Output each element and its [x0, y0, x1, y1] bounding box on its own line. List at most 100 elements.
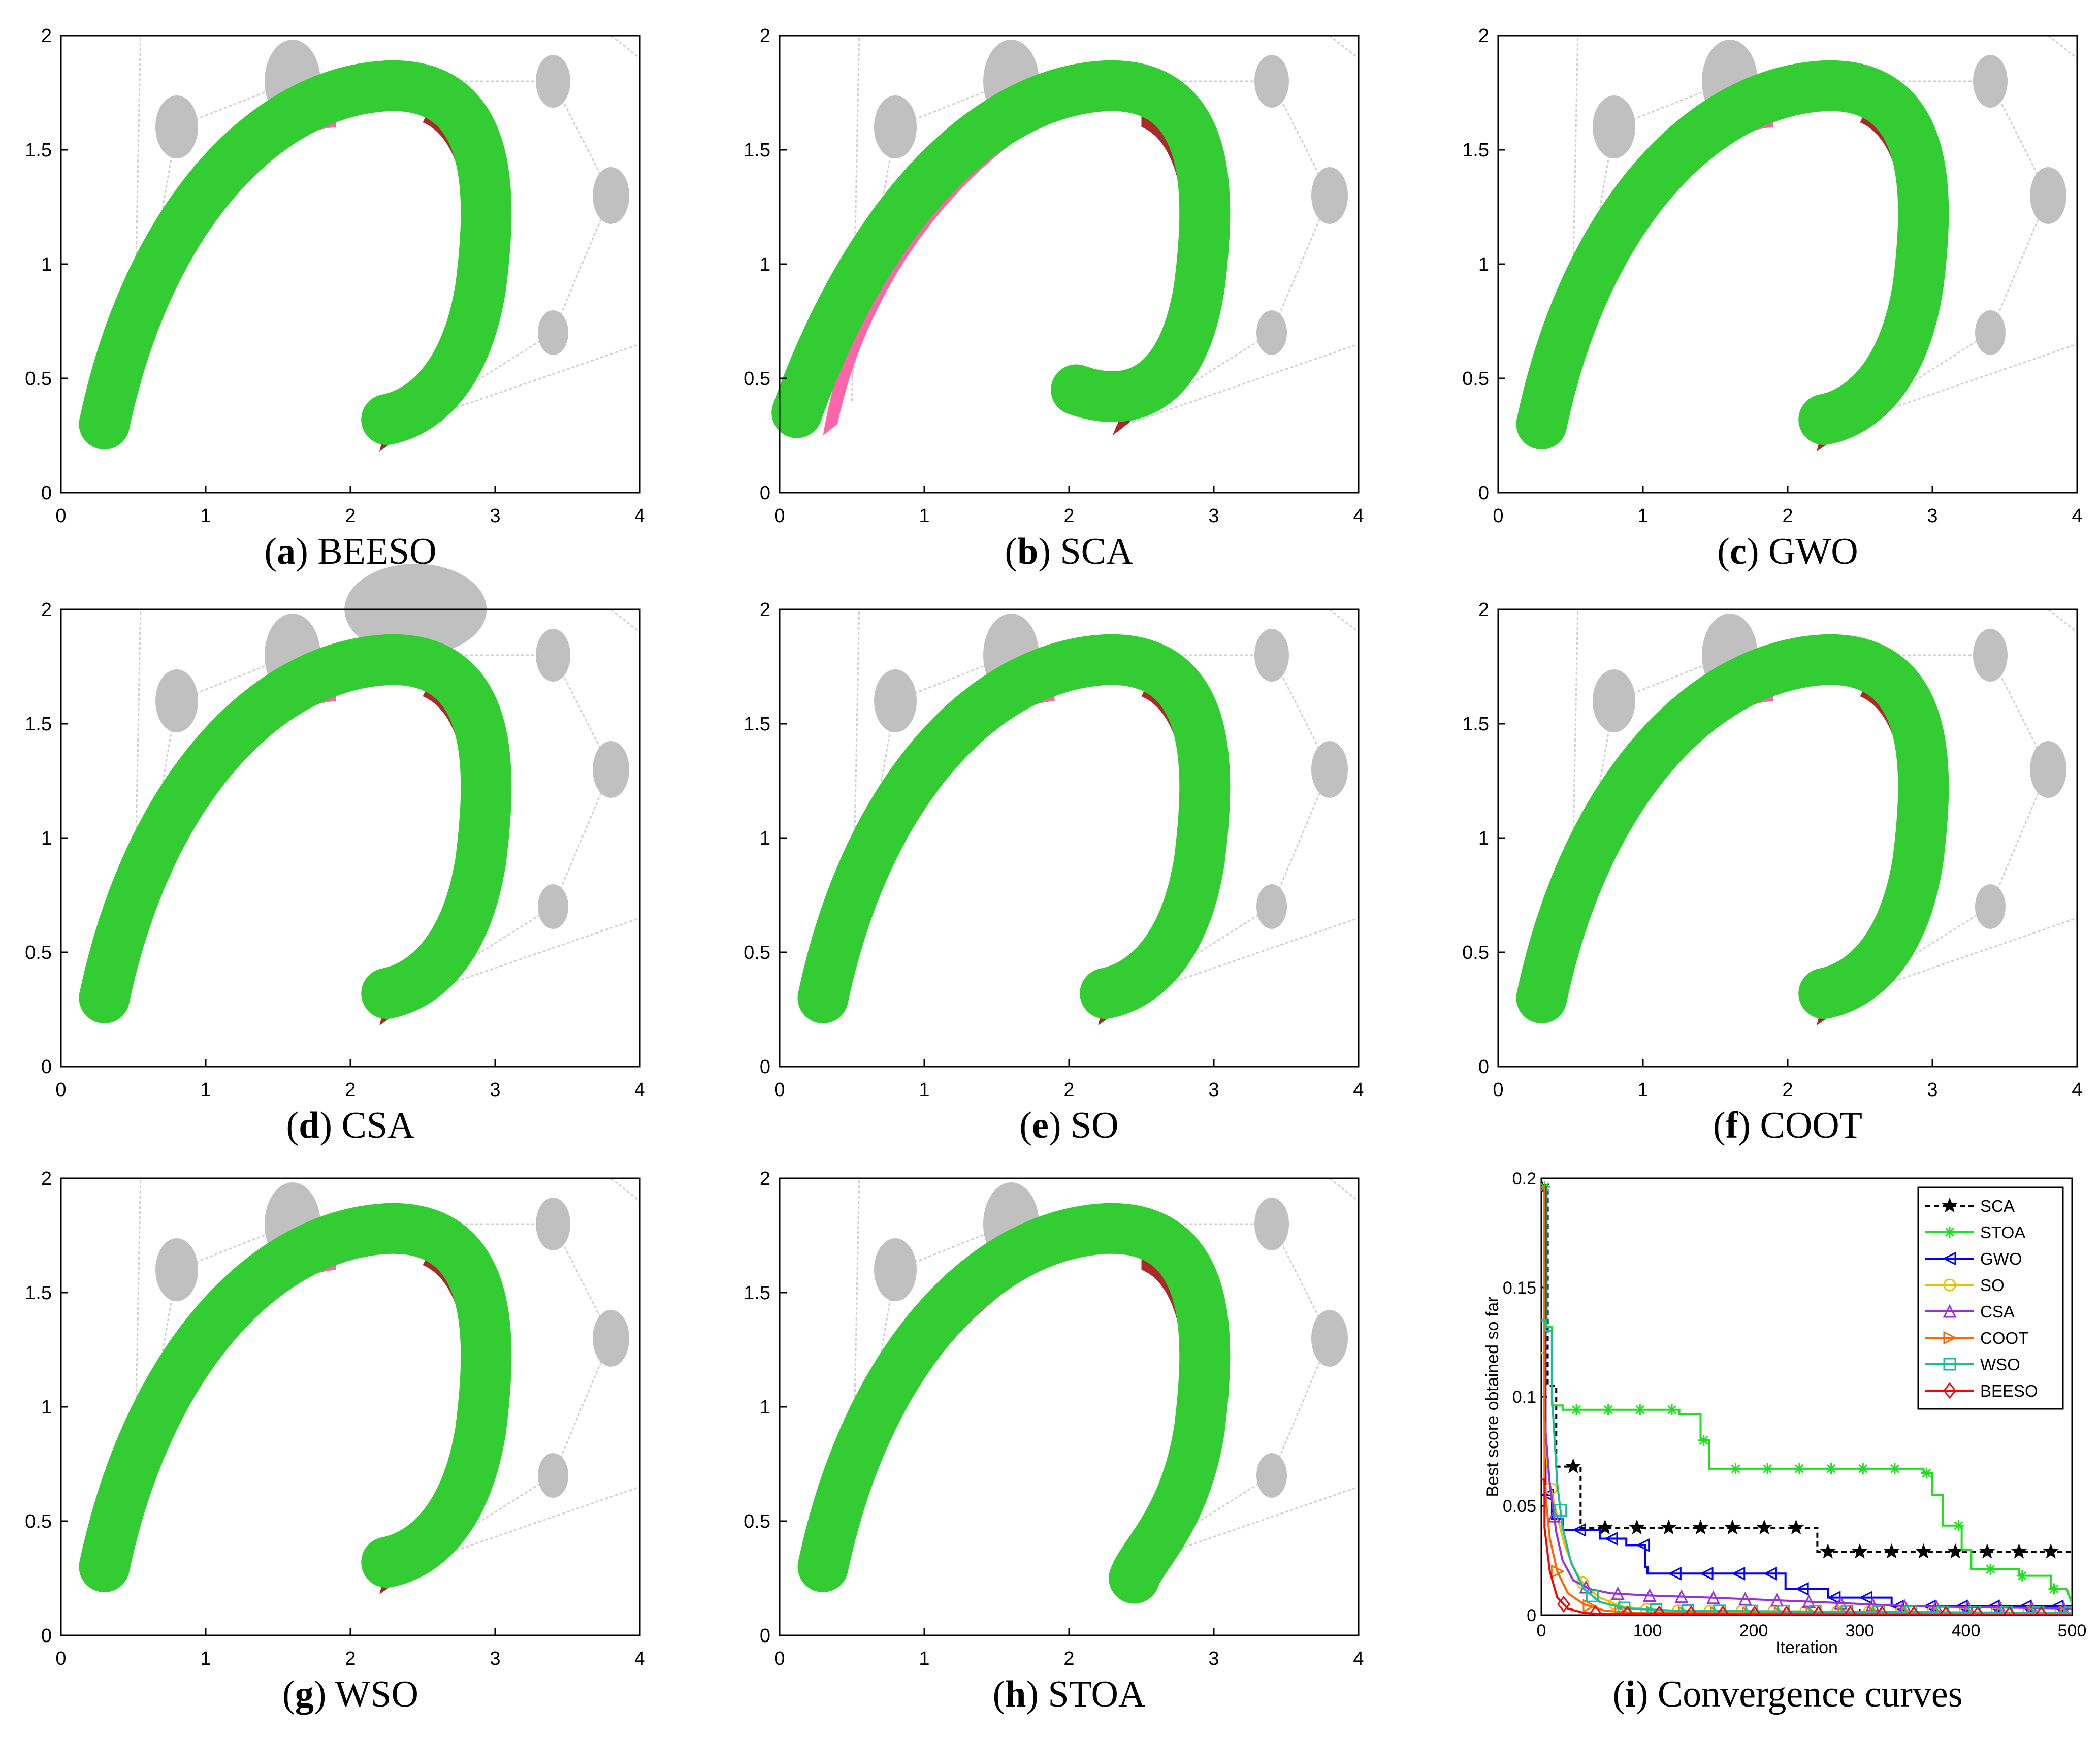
series-marker-coot: [1582, 1599, 1597, 1613]
y-tick-label: 0.5: [25, 942, 52, 963]
x-tick-label: 2: [1063, 1648, 1074, 1669]
link-line: [610, 35, 640, 59]
series-marker-stoa: [1698, 1435, 1709, 1446]
x-tick-label: 2: [345, 1079, 356, 1101]
obstacle: [1311, 1310, 1348, 1367]
series-marker-csa: [1738, 1591, 1752, 1605]
y-tick-label: 1: [41, 254, 52, 275]
caption-label: WSO: [335, 1673, 418, 1715]
series-marker-gwo: [2018, 1599, 2032, 1614]
obstacle: [593, 1310, 629, 1367]
x-tick-label: 2: [1063, 505, 1074, 527]
series-marker-stoa: [1666, 1404, 1678, 1415]
caption-i: (i) Convergence curves: [1612, 1673, 1962, 1715]
x-tick-label: 0: [1493, 1079, 1503, 1101]
series-marker-wso: [1936, 1605, 1949, 1615]
obstacle: [536, 629, 570, 682]
series-marker-beeso: [1971, 1606, 1984, 1615]
series-stoa: [1541, 1181, 2072, 1605]
y-tick-label: 2: [41, 25, 52, 47]
series-marker-gwo: [1667, 1566, 1682, 1581]
series-marker-beeso: [1589, 1605, 1602, 1615]
caption-paren-open: (: [993, 1673, 1006, 1715]
y-tick-label: 2: [41, 1168, 52, 1189]
series-marker-beeso: [1875, 1606, 1889, 1615]
series-marker-stoa: [1825, 1463, 1837, 1474]
y-tick-label: 1.5: [744, 140, 770, 161]
y-tick-label: 1: [41, 1397, 52, 1418]
obstacle: [1975, 310, 2006, 355]
link-line: [610, 1177, 640, 1202]
y-tick-label: 2: [760, 1168, 770, 1189]
legend-label: SO: [1980, 1276, 2005, 1295]
x-tick-label: 1: [1637, 1079, 1648, 1101]
series-marker-sca: [1756, 1519, 1772, 1535]
caption-letter: f: [1726, 1105, 1739, 1146]
link-line: [552, 1338, 612, 1476]
x-tick-label: 0: [1493, 505, 1503, 527]
y-tick-label: 1.5: [744, 714, 770, 735]
series-marker-sca: [1820, 1543, 1836, 1559]
y-tick-label: 1.5: [1462, 714, 1489, 735]
shape-panel-h: 0 1 2 3 4 0 0.5 1 1.5 2: [744, 1168, 1364, 1669]
caption-label: BEESO: [317, 531, 436, 572]
caption-label: COOT: [1760, 1105, 1862, 1146]
legend-marker: [1943, 1358, 1956, 1371]
y-tick-label: 0: [41, 1056, 52, 1078]
series-line-beeso: [1541, 1478, 2072, 1615]
conv-y-tick-label: 0.2: [1512, 1169, 1536, 1188]
series-marker-stoa: [1730, 1463, 1741, 1474]
link-line: [552, 769, 612, 907]
x-tick-label: 1: [200, 1079, 211, 1101]
series-line-sca: [1541, 1186, 2072, 1553]
legend-label: WSO: [1980, 1355, 2020, 1374]
caption-letter: d: [299, 1105, 319, 1146]
series-marker-beeso: [1621, 1605, 1634, 1615]
caption-paren-close: ): [1026, 1673, 1048, 1715]
link-line: [610, 608, 640, 633]
caption-paren-open: (: [264, 531, 277, 572]
fitted-shape: [797, 634, 1231, 1023]
obstacle: [1256, 310, 1287, 355]
series-marker-wso: [1554, 1504, 1567, 1517]
caption-letter: c: [1730, 531, 1747, 572]
series-marker-stoa: [1570, 1404, 1582, 1415]
caption-paren-open: (: [1713, 1105, 1726, 1146]
x-tick-label: 3: [1208, 1079, 1219, 1101]
x-tick-label: 3: [1208, 505, 1219, 527]
x-tick-label: 2: [1782, 1079, 1793, 1101]
caption-f: (f) COOT: [1713, 1105, 1862, 1146]
legend-label: CSA: [1980, 1302, 2015, 1321]
obstacle: [2030, 167, 2066, 224]
y-tick-label: 1.5: [744, 1282, 770, 1304]
series-marker-sca: [1597, 1519, 1613, 1535]
obstacle: [155, 95, 198, 158]
link-line: [2048, 35, 2078, 59]
obstacle: [874, 669, 917, 732]
series-marker-beeso: [1907, 1606, 1921, 1615]
obstacle: [1973, 629, 2008, 682]
legend-label: SCA: [1980, 1197, 2015, 1215]
series-marker-wso: [1840, 1605, 1854, 1615]
obstacle: [1975, 884, 2006, 929]
series-marker-gwo: [1699, 1566, 1714, 1581]
link-line: [552, 195, 612, 333]
series-marker-stoa: [2016, 1570, 2028, 1582]
series-marker-csa: [1802, 1594, 1816, 1608]
y-tick-label: 0: [1478, 1056, 1489, 1078]
series-marker-csa: [1642, 1588, 1657, 1602]
y-tick-label: 1.5: [25, 140, 52, 161]
link-line: [2048, 608, 2078, 633]
series-marker-csa: [1770, 1593, 1784, 1607]
series-marker-sca: [1661, 1519, 1677, 1535]
series-line-coot: [1541, 1186, 2072, 1615]
series-marker-coot: [1550, 1564, 1565, 1579]
x-tick-label: 4: [634, 1648, 645, 1669]
legend-marker: [1943, 1382, 1956, 1399]
y-tick-label: 2: [1478, 599, 1489, 621]
conv-xlabel: Iteration: [1775, 1638, 1838, 1657]
x-tick-label: 4: [1353, 1648, 1364, 1669]
series-marker-sca: [1884, 1543, 1900, 1559]
caption-paren-open: (: [1612, 1673, 1625, 1715]
series-marker-wso: [1968, 1606, 1981, 1615]
